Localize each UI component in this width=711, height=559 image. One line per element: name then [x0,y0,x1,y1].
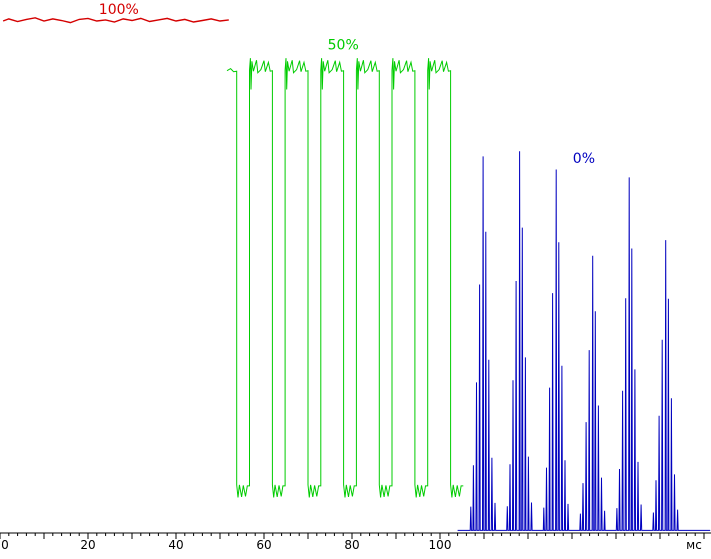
x-axis-tick-label: 60 [256,538,271,552]
x-axis-tick-label: 40 [168,538,183,552]
series-label-50pct: 50% [328,38,359,54]
x-axis-tick-label: 100 [429,538,452,552]
series-label-0pct: 0% [573,151,595,167]
x-axis-tick-label: 20 [80,538,95,552]
series-label-100pct: 100% [99,2,139,18]
series-100pct [2,17,229,24]
x-axis-tick-label: 0 [1,538,9,552]
series-50pct [226,58,464,498]
x-axis-tick-label: 80 [344,538,359,552]
x-axis-unit-label: мс [686,538,702,552]
series-0pct [457,151,711,531]
